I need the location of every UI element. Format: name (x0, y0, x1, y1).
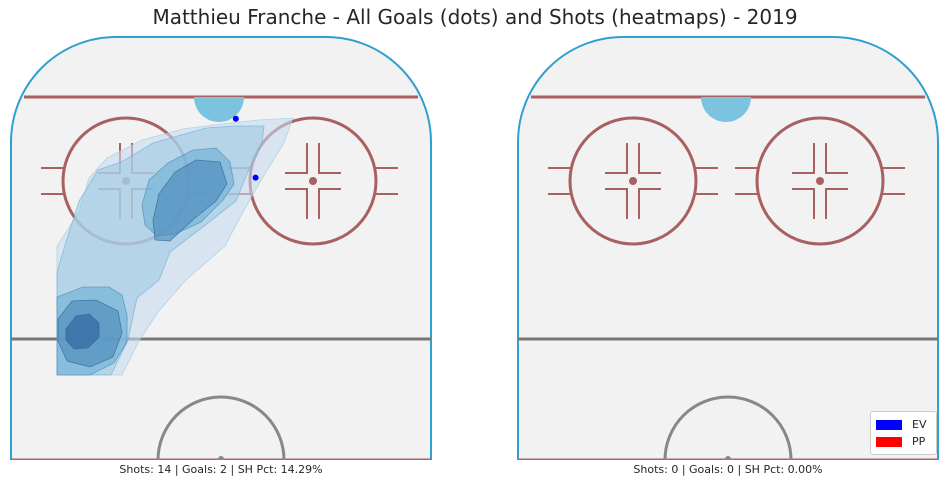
legend-item-ev: EV (876, 418, 926, 431)
rink-right (517, 36, 939, 460)
shots-summary-left: Shots: 14 | Goals: 2 | SH Pct: 14.29% (119, 463, 323, 476)
center-dot (725, 456, 731, 460)
legend-item-pp: PP (876, 435, 925, 448)
faceoff-hash-marks-1-left (548, 167, 718, 195)
shot-density-contour-5 (152, 159, 228, 242)
center-dot (218, 456, 224, 460)
goal-dot-1 (252, 174, 259, 181)
legend-swatch-ev (876, 419, 902, 430)
legend-swatch-pp (876, 436, 902, 447)
legend-label-pp: PP (912, 435, 926, 448)
faceoff-circle-1-left (568, 116, 698, 246)
center-circle (663, 395, 793, 460)
chart-title: Matthieu Franche - All Goals (dots) and … (152, 5, 798, 29)
faceoff-dot-0-right (309, 177, 317, 185)
faceoff-dot-1-left (629, 177, 637, 185)
faceoff-l-marks-0-right (285, 143, 341, 219)
rink-boards (517, 36, 939, 460)
legend: EV PP (870, 411, 937, 455)
faceoff-l-marks-1-right (792, 143, 848, 219)
goal-crease (701, 97, 751, 122)
shot-density-contour-7 (65, 313, 100, 350)
faceoff-hash-marks-0-left (41, 167, 211, 195)
faceoff-dot-1-right (816, 177, 824, 185)
faceoff-l-marks-1-left (605, 143, 661, 219)
rink-layer (517, 36, 939, 460)
goal-dot-2 (232, 115, 239, 122)
center-circle (156, 395, 286, 460)
shots-summary-right: Shots: 0 | Goals: 0 | SH Pct: 0.00% (633, 463, 823, 476)
faceoff-circle-1-right (755, 116, 885, 246)
legend-label-ev: EV (912, 418, 927, 431)
goal-crease (194, 97, 244, 122)
faceoff-hash-marks-1-right (735, 167, 905, 195)
rink-left (10, 36, 432, 460)
